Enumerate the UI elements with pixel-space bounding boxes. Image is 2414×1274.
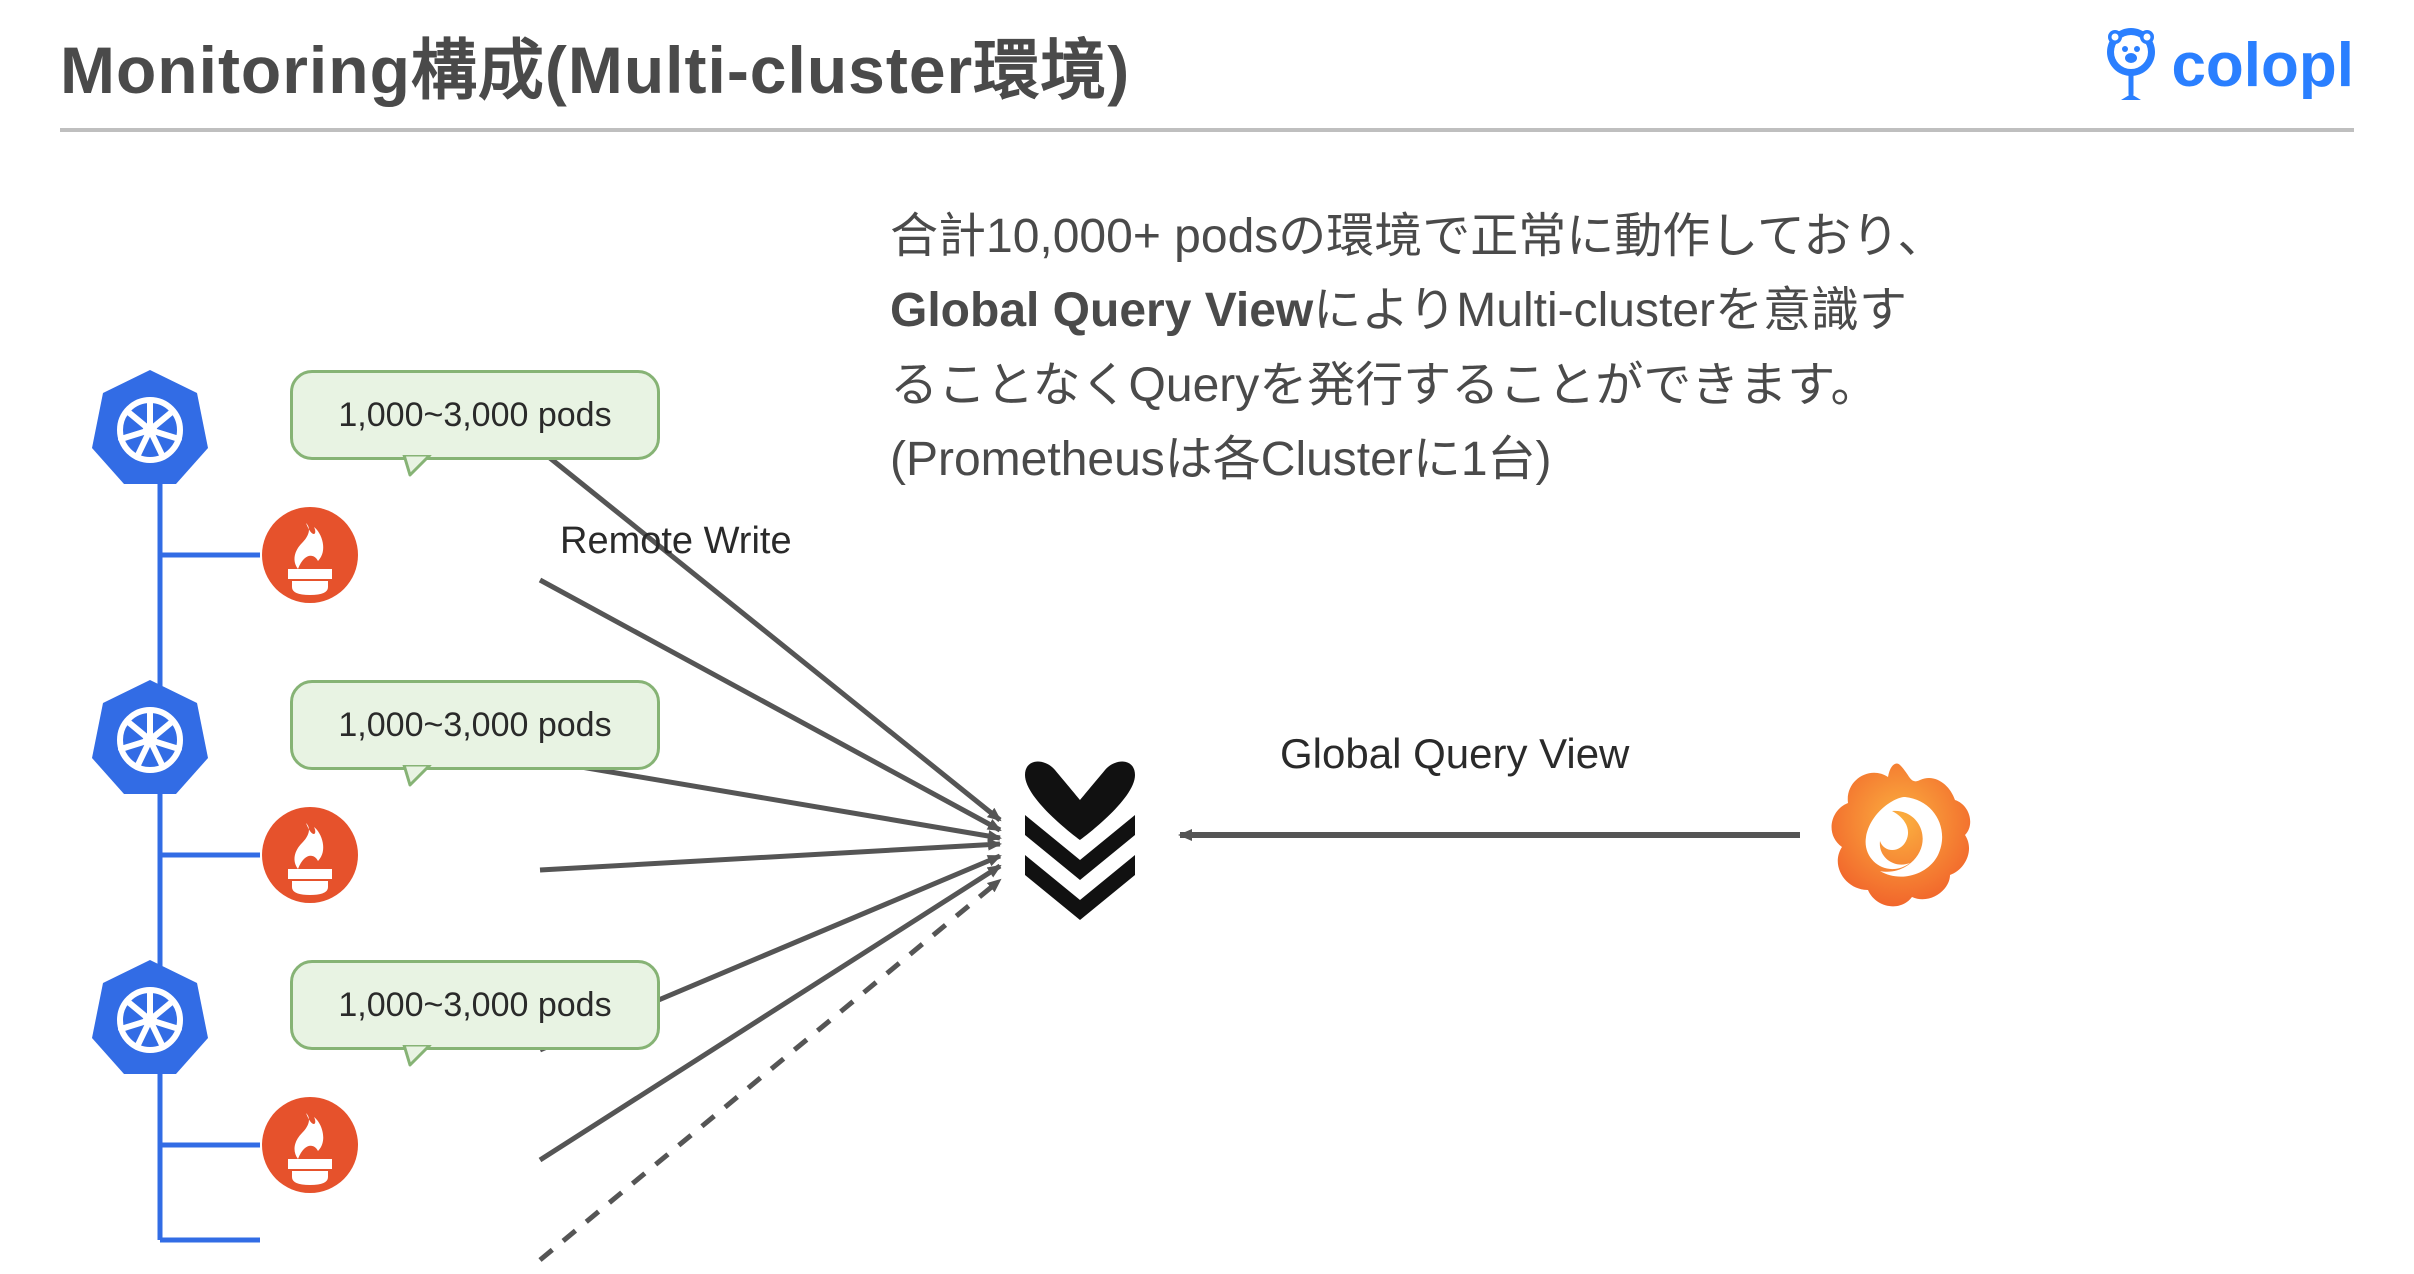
architecture-diagram	[0, 0, 2414, 1274]
pods-callout: 1,000~3,000 pods	[290, 960, 660, 1050]
cluster-backbone-line	[160, 460, 260, 1240]
grafana-icon	[1832, 764, 1971, 907]
kubernetes-icon	[92, 960, 208, 1074]
kubernetes-icon	[92, 680, 208, 794]
remote-write-label: Remote Write	[560, 520, 792, 563]
kubernetes-icon	[92, 370, 208, 484]
pods-callout: 1,000~3,000 pods	[290, 680, 660, 770]
prometheus-icon	[262, 1097, 358, 1193]
prometheus-icon	[262, 507, 358, 603]
remote-write-arrow-dashed	[540, 880, 1000, 1260]
victoriametrics-icon	[1025, 762, 1135, 920]
global-query-view-label: Global Query View	[1280, 730, 1629, 778]
pods-callout: 1,000~3,000 pods	[290, 370, 660, 460]
prometheus-icon	[262, 807, 358, 903]
